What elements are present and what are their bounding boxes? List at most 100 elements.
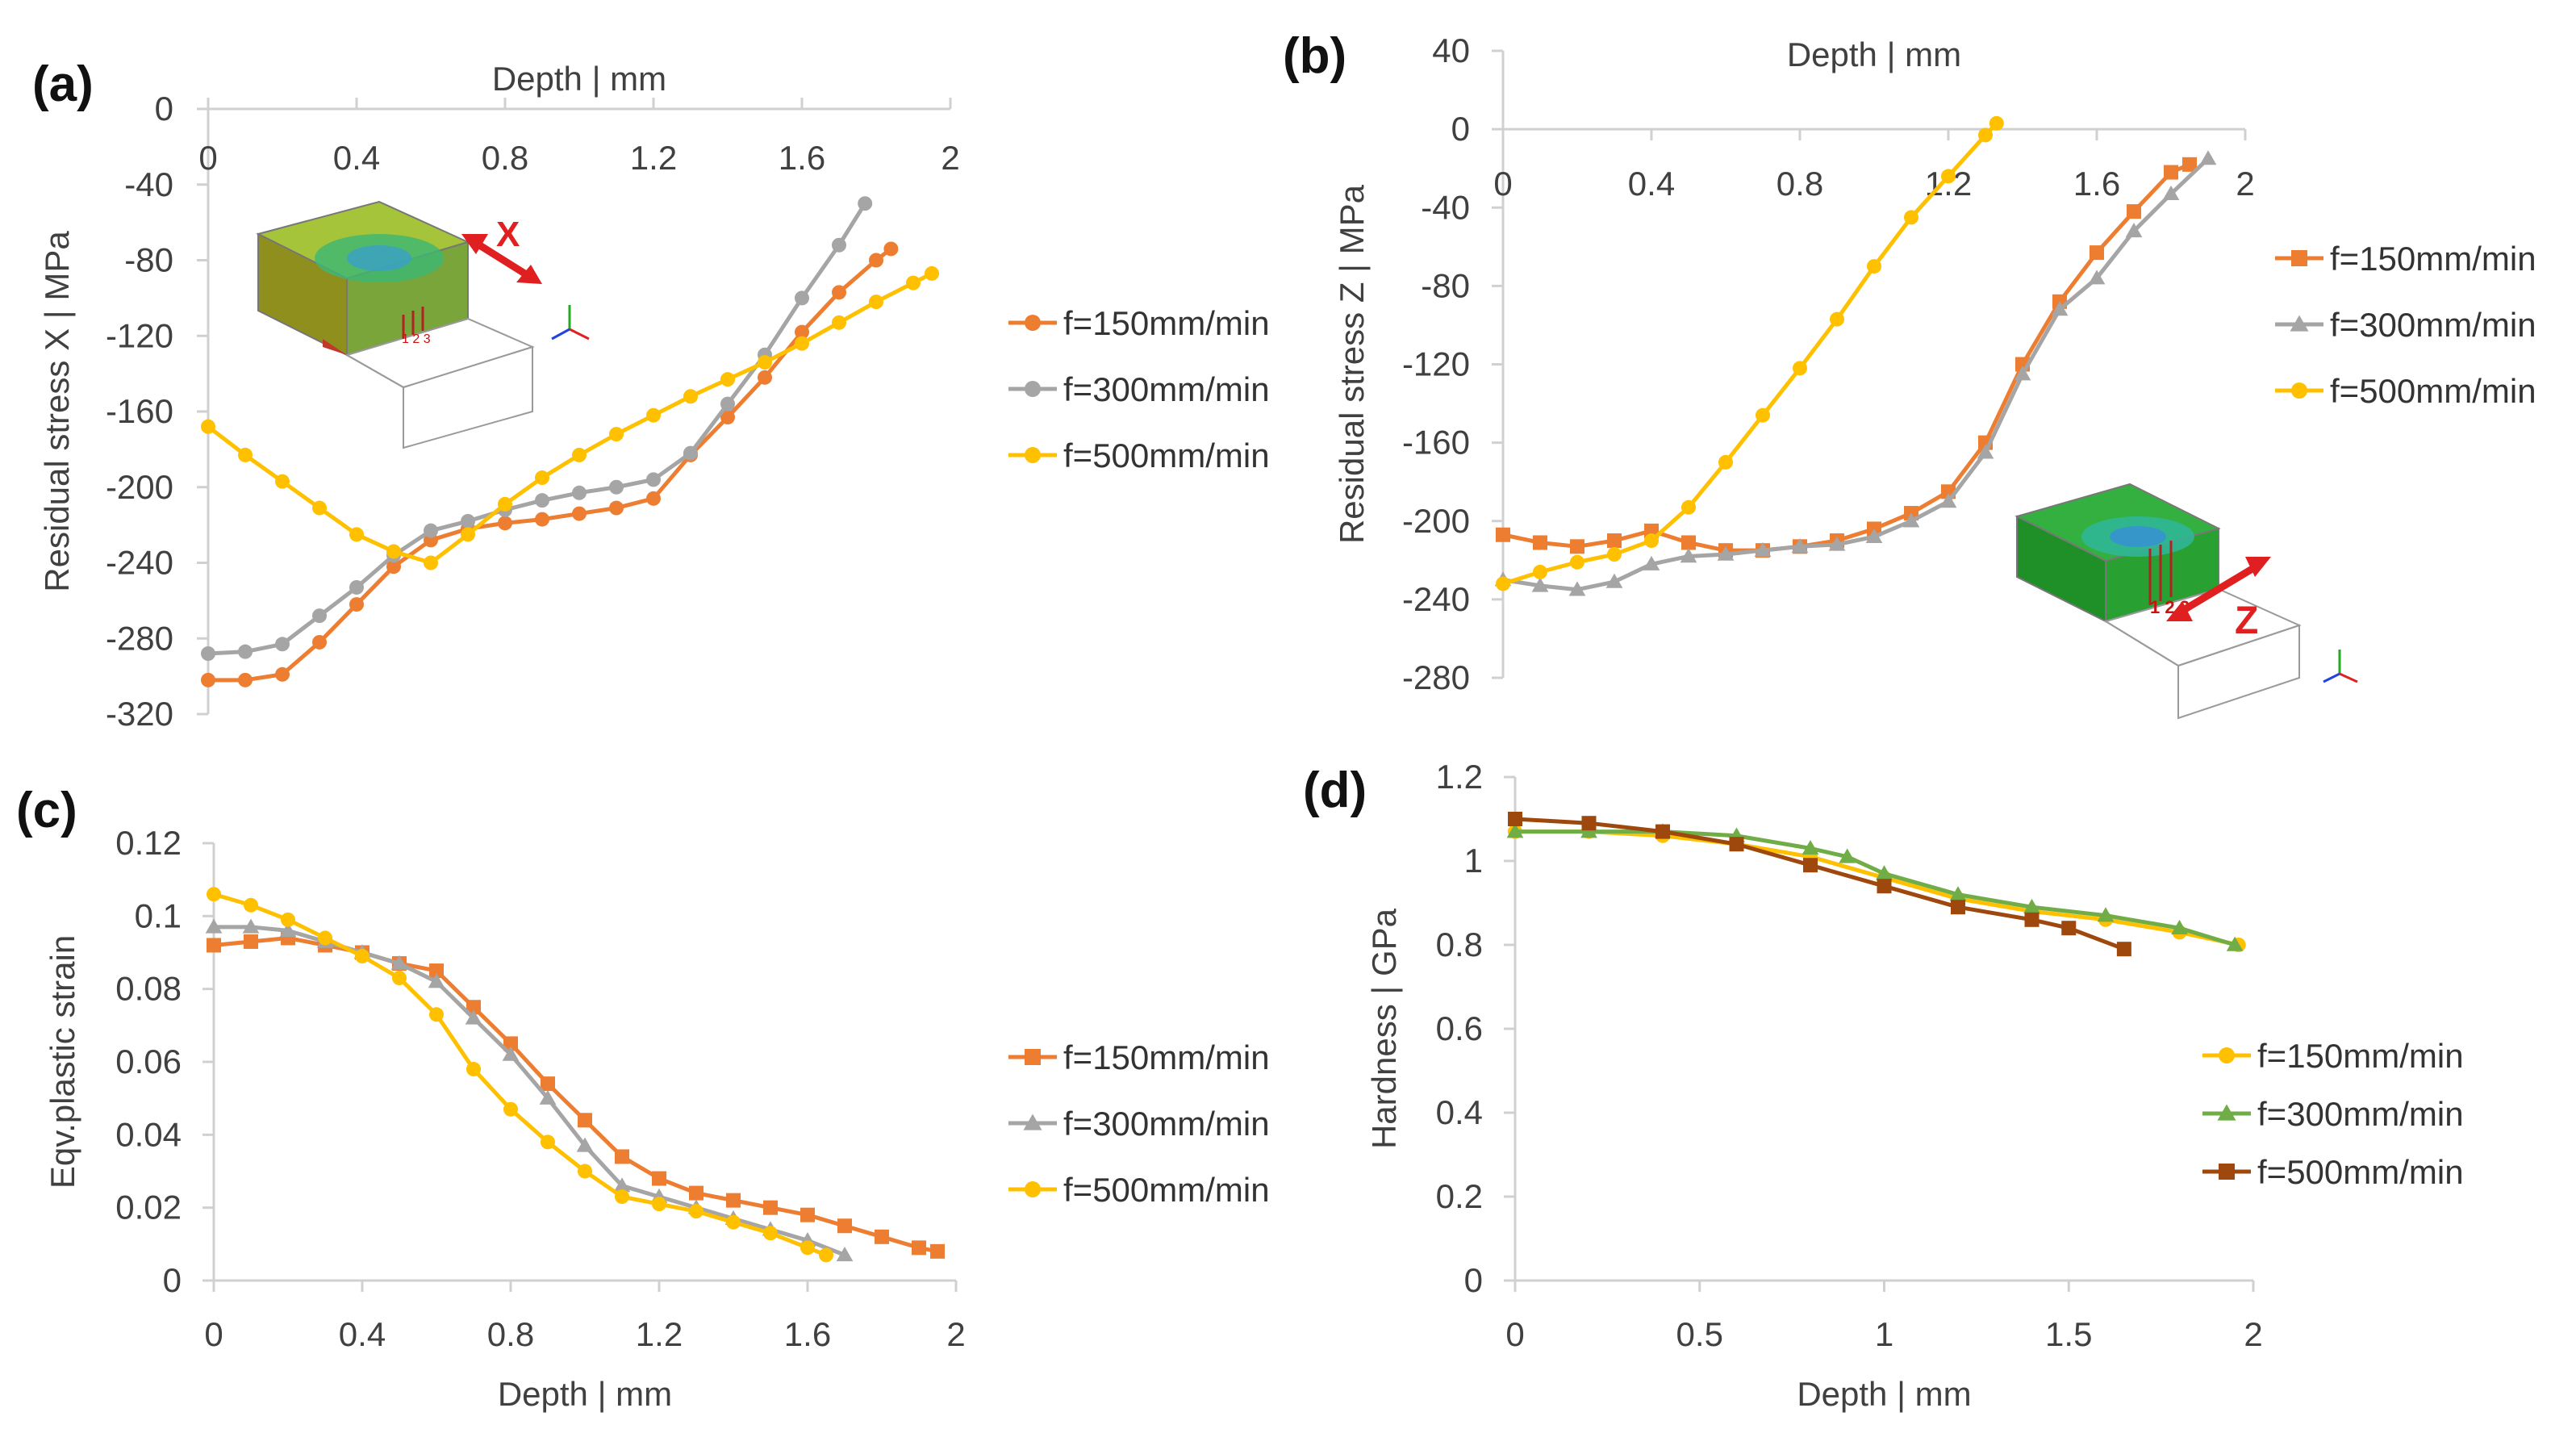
- data-point: [2090, 245, 2104, 261]
- inset-3d-model-a: [256, 200, 535, 449]
- data-point: [1754, 541, 1772, 557]
- data-point: [869, 295, 883, 310]
- data-point: [689, 1204, 703, 1219]
- data-point: [279, 922, 297, 938]
- data-point: [2116, 942, 2131, 957]
- data-point: [858, 196, 873, 211]
- x-tick-label: 0.8: [1776, 165, 1823, 203]
- data-point: [572, 485, 587, 500]
- x-tick-label: 0.8: [487, 1315, 534, 1353]
- data-point: [465, 1009, 482, 1025]
- legend-label: f=150mm/min: [2257, 1037, 2464, 1075]
- y-tick-label: 0.08: [115, 970, 182, 1008]
- data-point: [1680, 548, 1697, 563]
- data-point: [201, 419, 215, 434]
- data-point: [609, 479, 624, 495]
- y-axis-label-a: Residual stress X | MPa: [38, 231, 76, 592]
- data-point: [238, 672, 253, 687]
- data-point: [238, 644, 253, 659]
- data-point: [800, 1207, 815, 1222]
- data-point: [875, 1229, 889, 1244]
- data-point: [312, 500, 327, 516]
- data-point: [1865, 528, 1883, 543]
- data-point: [535, 512, 549, 527]
- panel-label-a: (a): [32, 56, 94, 112]
- legend-label: f=150mm/min: [1063, 1038, 1270, 1076]
- x-tick-label: 0.4: [333, 139, 380, 177]
- y-tick-label: -280: [106, 619, 173, 657]
- data-point: [763, 1226, 778, 1241]
- data-point: [1508, 812, 1522, 826]
- data-point: [349, 527, 364, 542]
- legend-marker: [1025, 1049, 1041, 1065]
- panel-label-c: (c): [16, 783, 77, 838]
- data-point: [652, 1197, 666, 1212]
- x-tick-label: 1.2: [636, 1315, 683, 1353]
- legend-marker: [1025, 1181, 1041, 1197]
- data-point: [1580, 823, 1597, 838]
- data-point: [795, 336, 809, 351]
- series-c-1: [207, 930, 945, 1259]
- y-tick-label: -40: [124, 165, 173, 203]
- data-point: [1951, 900, 1965, 915]
- data-point: [244, 934, 258, 949]
- y-tick-label: -240: [106, 544, 173, 582]
- data-point: [1681, 535, 1696, 550]
- data-point: [429, 963, 444, 979]
- legend-entry-a-2: f=300mm/min: [1008, 370, 1270, 408]
- x-tick-label: 1.2: [630, 139, 677, 177]
- data-point: [390, 955, 408, 970]
- data-point: [539, 1089, 557, 1105]
- data-point: [275, 666, 290, 682]
- legend-marker: [1023, 1114, 1042, 1130]
- data-point: [498, 496, 512, 512]
- data-point: [1506, 823, 1524, 838]
- legend-entry-d-3: f=500mm/min: [2202, 1153, 2464, 1191]
- series-b-3: [1496, 115, 2004, 591]
- data-point: [1655, 824, 1670, 839]
- data-point: [1605, 573, 1623, 588]
- legend-label: f=500mm/min: [1063, 437, 1270, 474]
- legend-label: f=150mm/min: [1063, 304, 1270, 342]
- data-point: [2014, 366, 2031, 381]
- legend-entry-c-2: f=300mm/min: [1008, 1105, 1270, 1143]
- direction-arrow-x-label: X: [496, 215, 520, 254]
- direction-arrow-x: [461, 234, 542, 284]
- y-axis-label-c: Eqv.plastic strain: [44, 935, 81, 1189]
- direction-arrow-z: [2166, 557, 2271, 621]
- data-point: [424, 555, 438, 570]
- series-line: [1513, 829, 2241, 947]
- data-point: [1533, 535, 1547, 550]
- data-point: [1830, 311, 1844, 327]
- y-tick-label: -80: [124, 241, 173, 279]
- series-d-3: [1508, 812, 2131, 957]
- data-point: [1904, 210, 1918, 225]
- y-tick-label: 0.2: [1436, 1177, 1483, 1215]
- data-point: [832, 285, 846, 300]
- data-point: [1867, 259, 1881, 274]
- x-tick-label: 0: [1505, 1315, 1524, 1353]
- legend-marker: [1025, 447, 1041, 463]
- y-tick-label: -120: [106, 316, 173, 354]
- data-point: [1717, 545, 1735, 561]
- series-line: [1513, 829, 2237, 947]
- inset-a-point-labels: 1 2 3: [402, 332, 431, 346]
- legend-marker: [2290, 315, 2309, 332]
- x-tick-label: 1: [1875, 1315, 1893, 1353]
- data-point: [1793, 361, 1807, 376]
- data-point: [503, 1101, 518, 1117]
- data-point: [1729, 837, 1744, 852]
- legend-entry-d-2: f=300mm/min: [2202, 1095, 2464, 1133]
- legend-label: f=150mm/min: [2330, 240, 2536, 278]
- data-point: [800, 1240, 815, 1256]
- x-axis-label-c: Depth | mm: [498, 1375, 672, 1413]
- data-point: [683, 445, 698, 461]
- x-tick-label: 0.5: [1676, 1315, 1723, 1353]
- y-tick-label: 0.6: [1436, 1009, 1483, 1047]
- data-point: [726, 1193, 741, 1208]
- chart-c: (c) 0.12 0.1 0.08 0.06 0.04 0.02 00 0.4 0.8 1.2 1.6…: [16, 783, 1270, 1413]
- data-point: [720, 372, 735, 387]
- data-point: [646, 407, 661, 423]
- data-point: [535, 493, 549, 508]
- data-point: [1533, 564, 1547, 579]
